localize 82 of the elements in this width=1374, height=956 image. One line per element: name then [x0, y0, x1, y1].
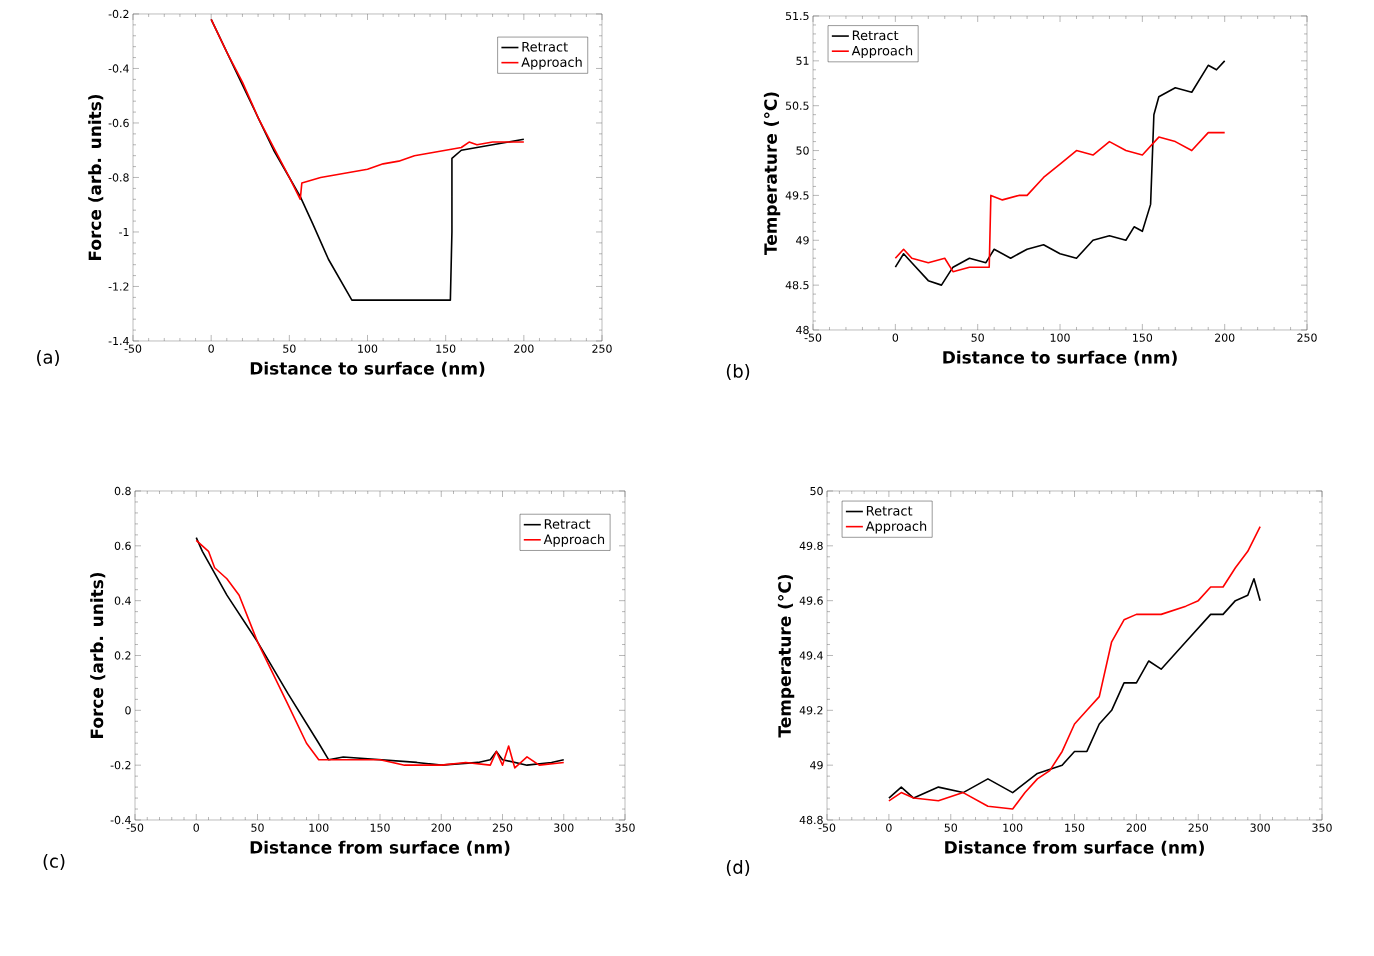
x-tick-label: 250 [492, 823, 513, 832]
y-tick-label: 49 [810, 761, 823, 770]
y-tick-label: -1.4 [108, 337, 129, 345]
x-tick-label: 100 [1050, 333, 1070, 342]
legend-label: Retract [522, 42, 568, 52]
x-axis-title: Distance from surface (nm) [945, 840, 1204, 856]
x-tick-label: -50 [124, 344, 142, 353]
x-tick-label: 50 [944, 823, 958, 832]
y-tick-label: 0.4 [114, 596, 131, 605]
y-tick-label: 49.5 [785, 191, 809, 200]
x-tick-label: 100 [1003, 823, 1023, 832]
x-tick-label: 150 [370, 823, 390, 832]
x-tick-label: 0 [193, 823, 199, 832]
text: (b) [726, 364, 750, 380]
legend-label: Retract [866, 506, 913, 516]
x-tick-label: 50 [251, 823, 264, 832]
x-tick-label: 50 [283, 344, 296, 353]
legend-label: Approach [521, 56, 582, 70]
y-tick-label: 48.8 [799, 815, 823, 825]
x-tick-label: 0 [892, 333, 899, 342]
x-tick-label: -50 [126, 823, 144, 832]
y-tick-label: 51.5 [785, 11, 809, 21]
y-tick-label: 48.5 [785, 280, 809, 290]
y-tick-label: 0 [125, 706, 131, 715]
x-tick-label: 150 [1065, 823, 1085, 832]
x-tick-label: 100 [309, 823, 329, 832]
y-axis-title: Temperature (°C) [763, 92, 781, 255]
legend-label: Approach [865, 520, 927, 534]
legend-label: Approach [543, 534, 605, 547]
x-tick-label: 200 [1126, 823, 1147, 832]
y-axis-title: Temperature (°C) [777, 574, 795, 738]
line-series [894, 60, 1226, 286]
x-axis-title: Distance from surface (nm) [250, 840, 510, 856]
x-tick-label: 150 [436, 344, 456, 353]
x-tick-label: 200 [514, 344, 534, 353]
y-tick-label: -0.8 [108, 173, 129, 182]
x-tick-label: 350 [1312, 823, 1332, 832]
y-tick-label: 49 [796, 236, 809, 245]
y-tick-label: -0.2 [110, 761, 131, 770]
y-tick-label: 49.6 [799, 596, 823, 605]
y-tick-label: 49.8 [799, 541, 823, 550]
x-tick-label: 100 [358, 344, 378, 353]
x-tick-label: 350 [615, 823, 635, 832]
text: (a) [37, 350, 59, 366]
x-tick-label: 250 [1297, 333, 1317, 342]
y-tick-label: 49.4 [799, 651, 823, 660]
y-tick-label: -0.4 [108, 64, 129, 73]
x-tick-label: 150 [1133, 333, 1153, 342]
x-tick-label: -50 [804, 333, 822, 342]
text: (d) [726, 860, 750, 876]
y-tick-label: -0.6 [108, 118, 129, 128]
text: (c) [43, 854, 65, 870]
x-axis-title: Distance to surface (nm) [250, 361, 485, 377]
x-tick-label: 200 [1215, 333, 1235, 342]
y-tick-label: 50 [810, 486, 823, 496]
y-tick-label: 48 [796, 325, 809, 335]
x-tick-label: 300 [1250, 823, 1270, 832]
legend-label: Retract [852, 30, 899, 41]
y-tick-label: 50 [796, 146, 809, 155]
y-tick-label: 50.5 [785, 101, 809, 110]
y-tick-label: -0.2 [108, 9, 129, 19]
y-tick-label: 0.6 [114, 541, 131, 550]
y-tick-label: 0.8 [114, 486, 131, 496]
y-tick-label: -0.4 [110, 815, 131, 825]
y-axis-title: Force (arb. units) [90, 572, 106, 738]
y-tick-label: -1.2 [108, 282, 129, 291]
legend-label: Retract [544, 519, 591, 529]
x-tick-label: 0 [208, 344, 214, 353]
x-tick-label: 250 [1188, 823, 1208, 832]
x-tick-label: 250 [592, 344, 612, 353]
x-tick-label: 50 [971, 333, 984, 342]
legend-label: Approach [851, 45, 913, 59]
y-tick-label: 0.2 [114, 651, 131, 660]
y-tick-label: -1 [119, 227, 129, 236]
x-tick-label: 300 [554, 823, 574, 832]
x-tick-label: 0 [886, 823, 892, 832]
x-axis-title: Distance to surface (nm) [943, 350, 1177, 366]
y-tick-label: 51 [796, 56, 809, 65]
x-tick-label: -50 [818, 823, 836, 832]
y-tick-label: 49.2 [799, 706, 823, 715]
x-tick-label: 200 [431, 823, 451, 832]
y-axis-title: Force (arb. units) [88, 94, 104, 260]
